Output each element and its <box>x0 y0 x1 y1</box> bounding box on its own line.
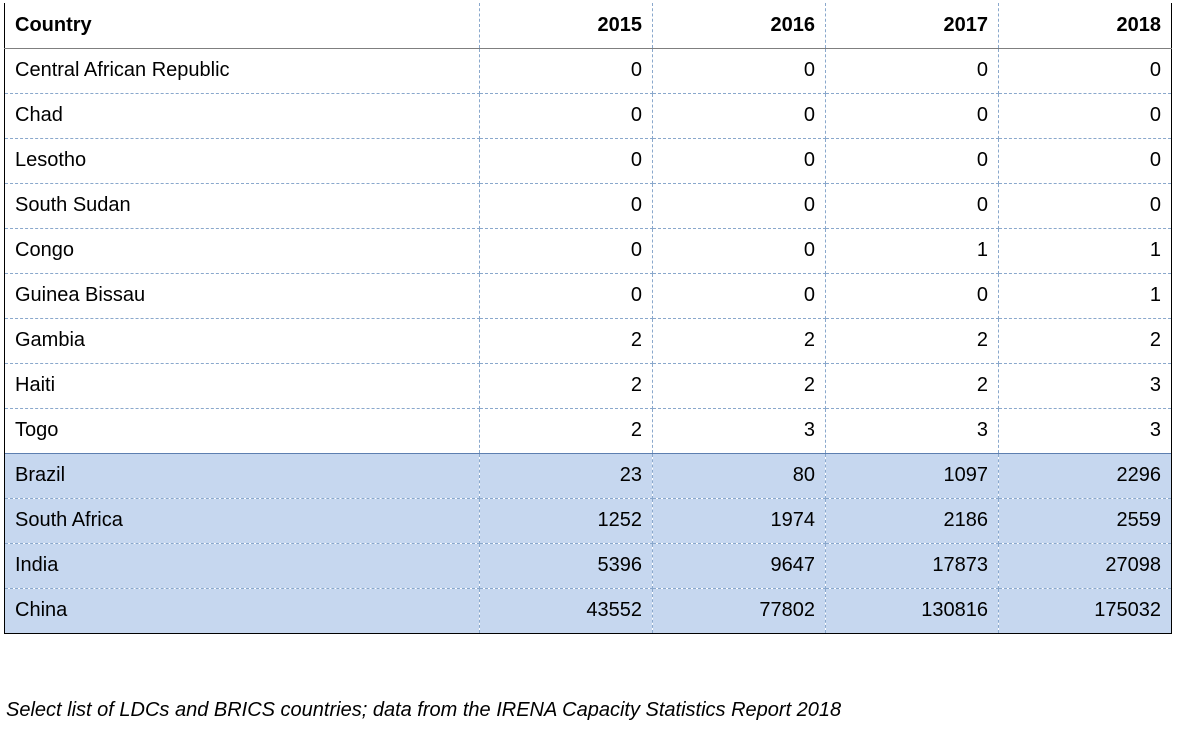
value-cell: 27098 <box>998 543 1172 589</box>
header-row: Country 2015 2016 2017 2018 <box>4 3 1172 49</box>
value-cell: 0 <box>652 183 826 229</box>
country-cell: China <box>4 588 480 634</box>
value-cell: 0 <box>998 138 1172 184</box>
country-cell: Gambia <box>4 318 480 364</box>
value-cell: 0 <box>652 138 826 184</box>
value-cell: 0 <box>825 93 999 139</box>
value-cell: 2 <box>998 318 1172 364</box>
value-cell: 0 <box>652 48 826 94</box>
table-row: China 43552 77802 130816 175032 <box>4 588 1172 634</box>
value-cell: 43552 <box>479 588 653 634</box>
column-header-2016: 2016 <box>652 3 826 49</box>
table-caption: Select list of LDCs and BRICS countries;… <box>6 699 842 721</box>
capacity-table: Country 2015 2016 2017 2018 Central Afri… <box>4 3 1172 634</box>
value-cell: 0 <box>479 138 653 184</box>
value-cell: 3 <box>998 363 1172 409</box>
value-cell: 9647 <box>652 543 826 589</box>
value-cell: 1 <box>998 228 1172 274</box>
country-cell: Lesotho <box>4 138 480 184</box>
value-cell: 5396 <box>479 543 653 589</box>
column-header-country: Country <box>4 3 480 49</box>
value-cell: 0 <box>479 48 653 94</box>
value-cell: 1 <box>998 273 1172 319</box>
country-cell: Guinea Bissau <box>4 273 480 319</box>
table-row: South Sudan 0 0 0 0 <box>4 183 1172 229</box>
country-cell: Central African Republic <box>4 48 480 94</box>
table-row: Central African Republic 0 0 0 0 <box>4 48 1172 94</box>
value-cell: 2559 <box>998 498 1172 544</box>
country-cell: South Sudan <box>4 183 480 229</box>
value-cell: 1252 <box>479 498 653 544</box>
value-cell: 23 <box>479 452 653 499</box>
value-cell: 3 <box>998 408 1172 454</box>
value-cell: 0 <box>652 228 826 274</box>
table-body: Central African Republic 0 0 0 0 Chad 0 0 0 0 Leso… <box>4 48 1172 634</box>
value-cell: 0 <box>825 273 999 319</box>
value-cell: 175032 <box>998 588 1172 634</box>
value-cell: 0 <box>998 48 1172 94</box>
column-header-2015: 2015 <box>479 3 653 49</box>
table-row: Congo 0 0 1 1 <box>4 228 1172 274</box>
country-cell: Congo <box>4 228 480 274</box>
value-cell: 0 <box>998 93 1172 139</box>
value-cell: 0 <box>652 273 826 319</box>
value-cell: 2 <box>652 363 826 409</box>
value-cell: 0 <box>825 183 999 229</box>
value-cell: 2186 <box>825 498 999 544</box>
value-cell: 2 <box>479 363 653 409</box>
table-row: Togo 2 3 3 3 <box>4 408 1172 454</box>
table-row: Chad 0 0 0 0 <box>4 93 1172 139</box>
value-cell: 3 <box>825 408 999 454</box>
value-cell: 0 <box>652 93 826 139</box>
value-cell: 1974 <box>652 498 826 544</box>
country-cell: Togo <box>4 408 480 454</box>
value-cell: 0 <box>479 228 653 274</box>
value-cell: 0 <box>998 183 1172 229</box>
value-cell: 130816 <box>825 588 999 634</box>
table-row: Gambia 2 2 2 2 <box>4 318 1172 364</box>
value-cell: 2296 <box>998 452 1172 499</box>
value-cell: 0 <box>825 48 999 94</box>
value-cell: 2 <box>652 318 826 364</box>
value-cell: 2 <box>479 408 653 454</box>
value-cell: 0 <box>825 138 999 184</box>
country-cell: Haiti <box>4 363 480 409</box>
value-cell: 2 <box>479 318 653 364</box>
country-cell: India <box>4 543 480 589</box>
table-row: Guinea Bissau 0 0 0 1 <box>4 273 1172 319</box>
value-cell: 77802 <box>652 588 826 634</box>
value-cell: 0 <box>479 273 653 319</box>
value-cell: 0 <box>479 93 653 139</box>
value-cell: 80 <box>652 452 826 499</box>
country-cell: Brazil <box>4 452 480 499</box>
value-cell: 3 <box>652 408 826 454</box>
country-cell: South Africa <box>4 498 480 544</box>
value-cell: 1 <box>825 228 999 274</box>
table-row: Lesotho 0 0 0 0 <box>4 138 1172 184</box>
table-row: Brazil 23 80 1097 2296 <box>4 452 1172 499</box>
column-header-2018: 2018 <box>998 3 1172 49</box>
table-row: South Africa 1252 1974 2186 2559 <box>4 498 1172 544</box>
table-row: Haiti 2 2 2 3 <box>4 363 1172 409</box>
value-cell: 2 <box>825 363 999 409</box>
column-header-2017: 2017 <box>825 3 999 49</box>
value-cell: 17873 <box>825 543 999 589</box>
table-row: India 5396 9647 17873 27098 <box>4 543 1172 589</box>
value-cell: 2 <box>825 318 999 364</box>
value-cell: 0 <box>479 183 653 229</box>
value-cell: 1097 <box>825 452 999 499</box>
country-cell: Chad <box>4 93 480 139</box>
